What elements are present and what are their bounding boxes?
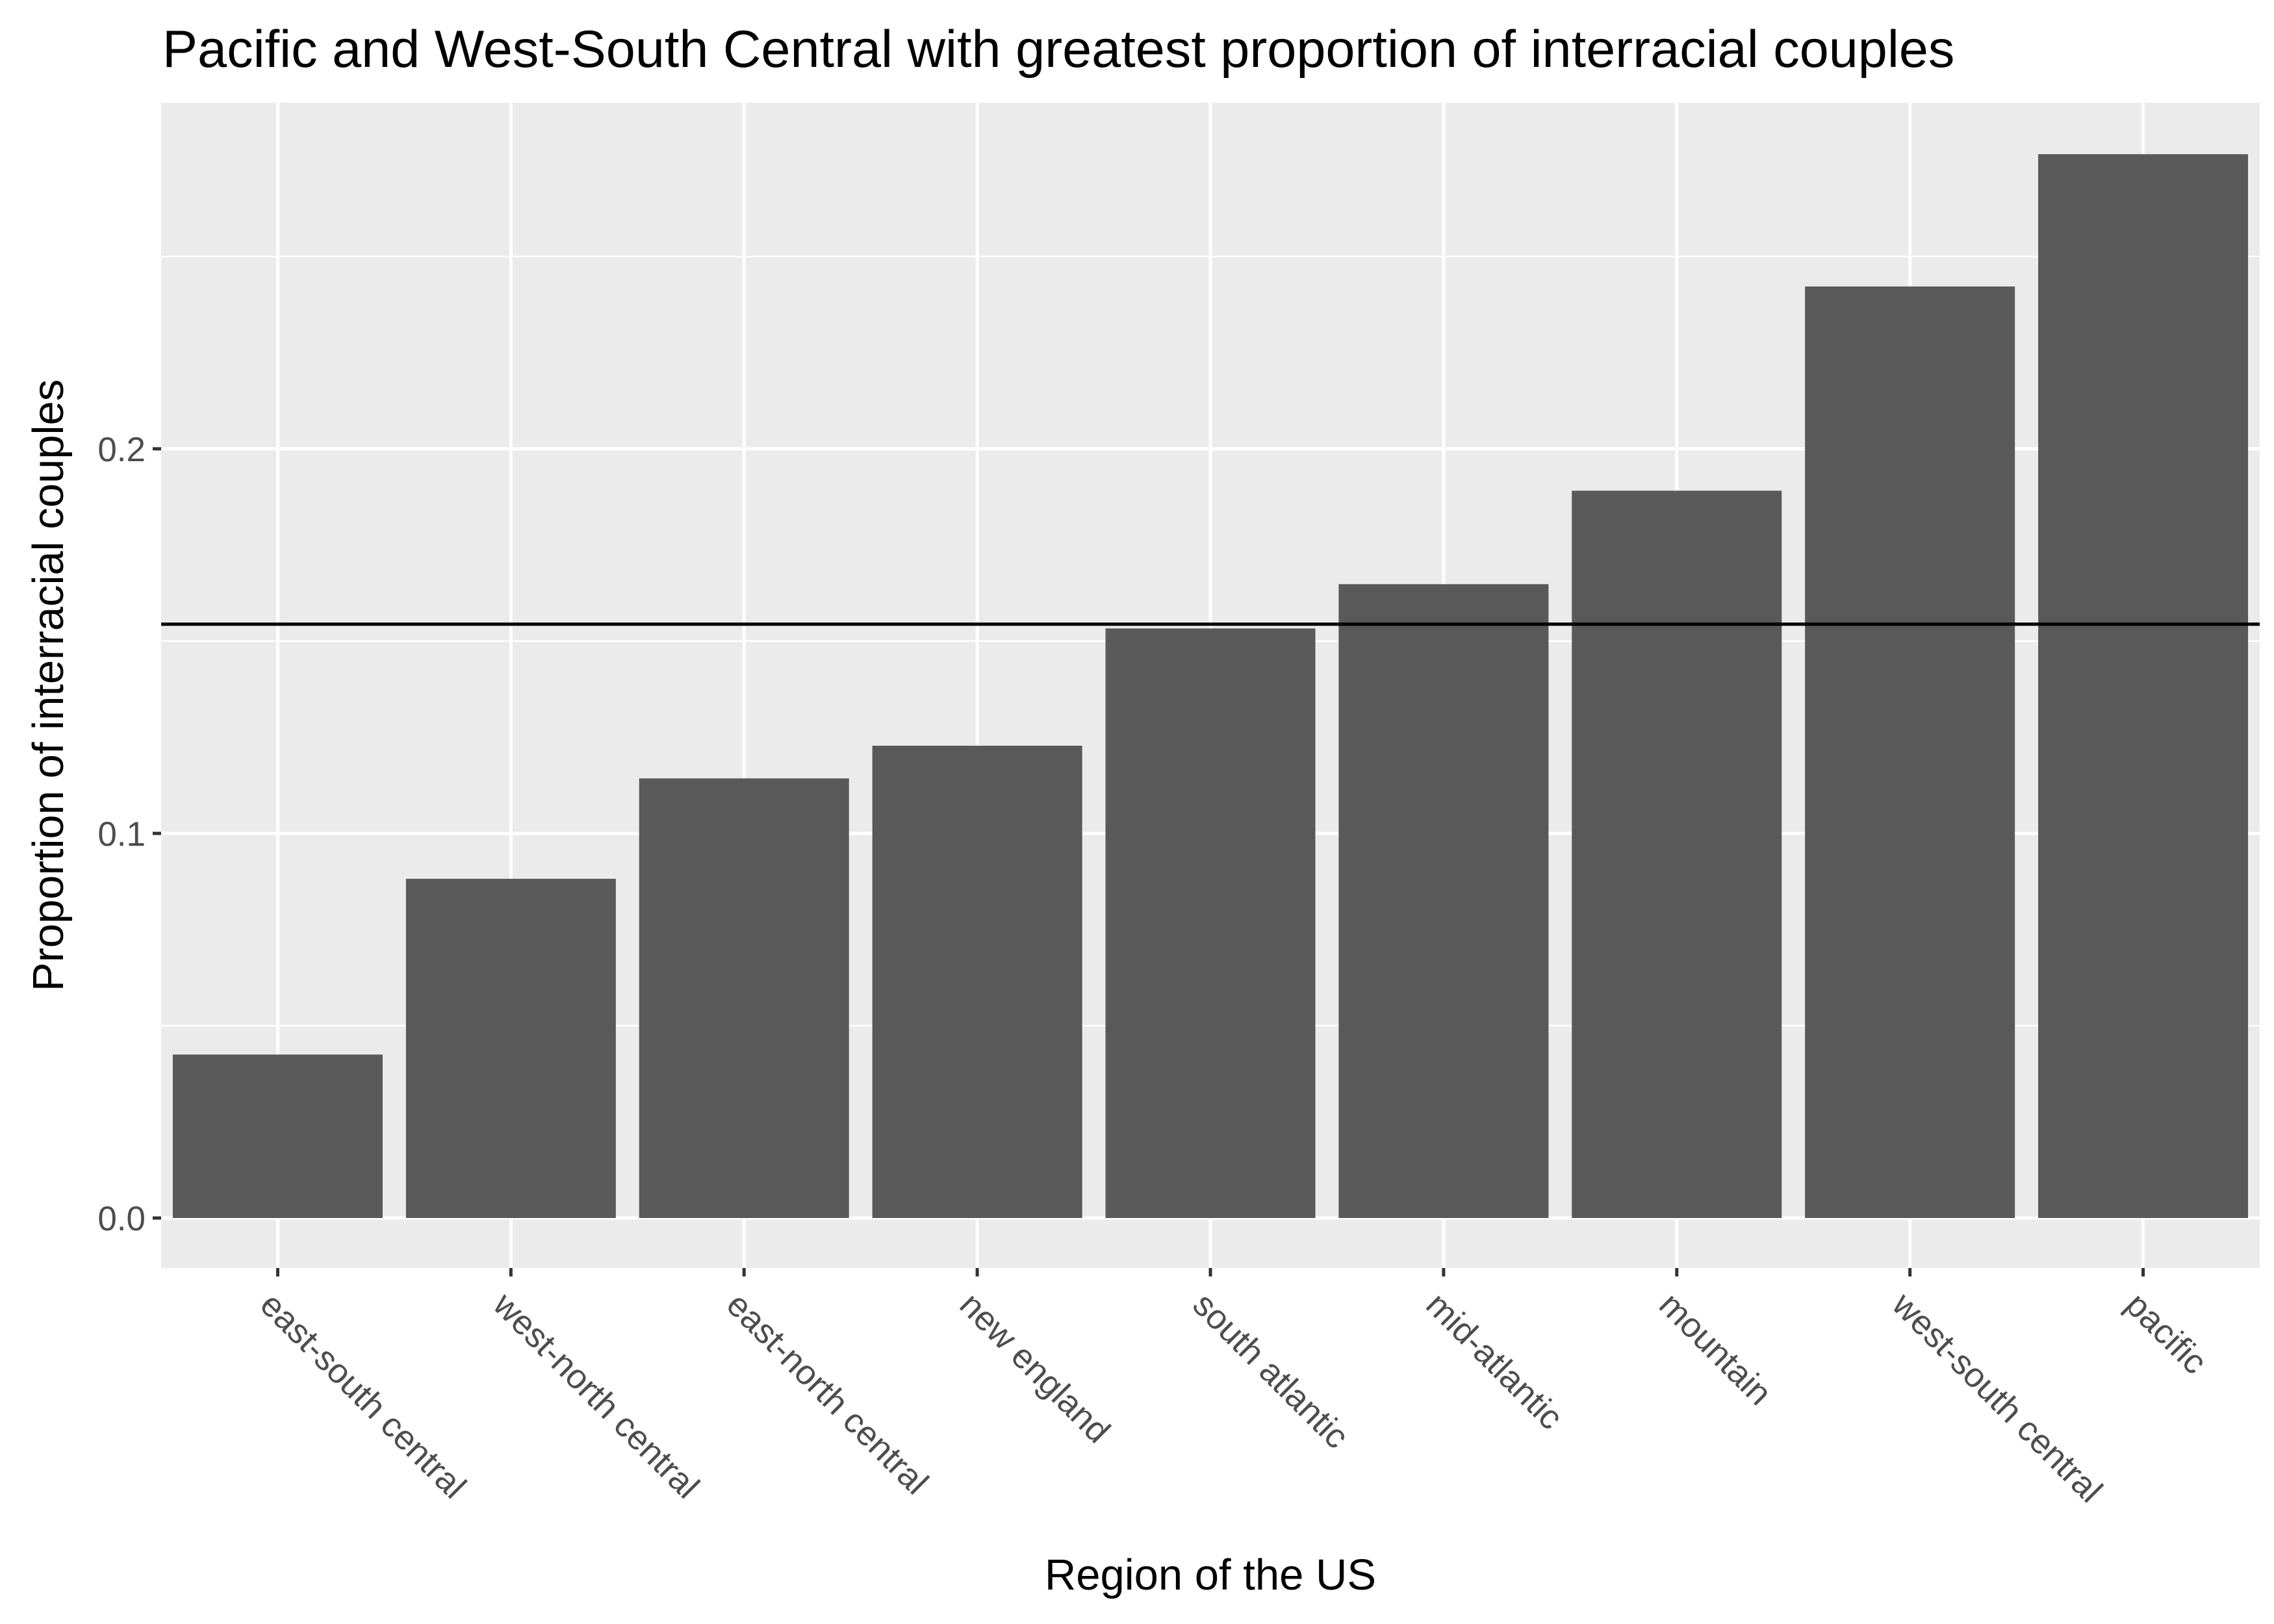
- bar-west-south-central: [1805, 286, 2015, 1219]
- x-tick-label: west-south central: [1884, 1285, 2110, 1510]
- y-axis-title: Proportion of interracial couples: [24, 379, 73, 991]
- bar-new-england: [872, 745, 1082, 1219]
- x-tick-label: west-north central: [485, 1285, 706, 1506]
- bars-group: [172, 154, 2249, 1219]
- bar-east-south-central: [172, 1054, 383, 1219]
- x-tick-label: new england: [952, 1286, 1118, 1451]
- x-tick-label: east-north central: [719, 1286, 936, 1502]
- x-tick-label: mid-atlantic: [1418, 1286, 1570, 1437]
- x-tick-label: pacific: [2118, 1286, 2214, 1382]
- y-tick-label: 0.0: [97, 1200, 146, 1238]
- x-axis-ticks: east-south central west-north central east…: [253, 1268, 2214, 1510]
- y-tick-label: 0.2: [97, 431, 146, 469]
- y-tick-label: 0.1: [97, 815, 146, 854]
- bar-south-atlantic: [1105, 628, 1316, 1219]
- bar-west-north-central: [405, 878, 616, 1219]
- x-tick-label: south atlantic: [1186, 1286, 1357, 1456]
- x-tick-label: east-south central: [253, 1286, 474, 1506]
- bar-east-north-central: [639, 778, 849, 1219]
- y-axis-ticks: 0.0 0.1 0.2: [97, 431, 161, 1238]
- chart-title: Pacific and West-South Central with grea…: [162, 20, 1954, 79]
- bar-pacific: [2038, 154, 2249, 1219]
- bar-mid-atlantic: [1338, 584, 1549, 1219]
- bar-mountain: [1572, 490, 1782, 1219]
- x-axis-title: Region of the US: [1045, 1551, 1376, 1599]
- x-tick-label: mountain: [1652, 1286, 1779, 1413]
